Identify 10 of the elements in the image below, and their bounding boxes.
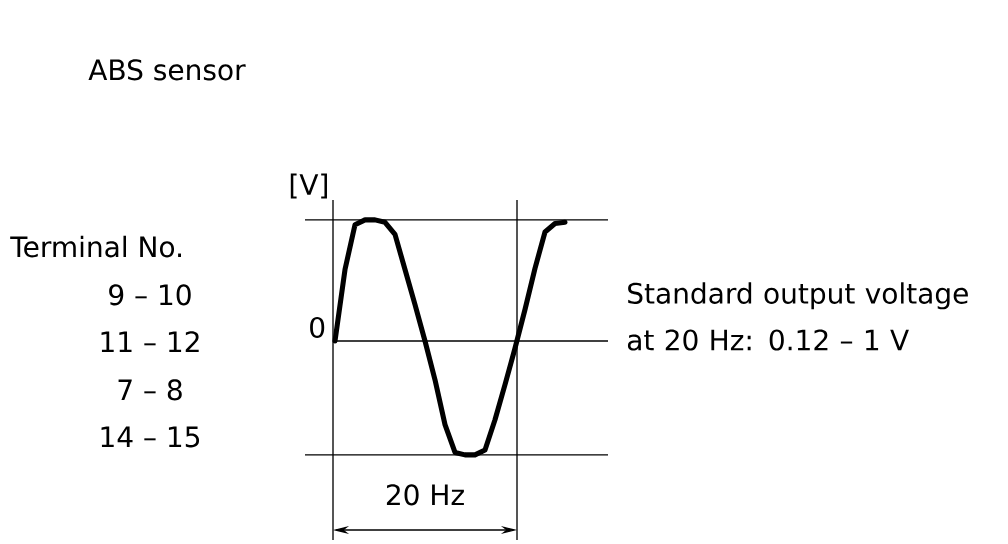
text: 20 Hz bbox=[386, 484, 464, 506]
chart-title: ABS sensor bbox=[88, 59, 246, 81]
text: 11 – 12 bbox=[101, 331, 199, 352]
text: Terminal No. bbox=[10, 235, 181, 258]
text: 7 – 8 bbox=[118, 379, 182, 401]
text: 9 – 10 bbox=[109, 284, 191, 306]
text: 14 – 15 bbox=[101, 426, 200, 448]
text: Standard output voltage at 20 Hz: 0.12 – 1 V bbox=[627, 282, 968, 351]
y-axis-title: [V] bbox=[290, 173, 327, 199]
text: 0 bbox=[310, 316, 325, 339]
